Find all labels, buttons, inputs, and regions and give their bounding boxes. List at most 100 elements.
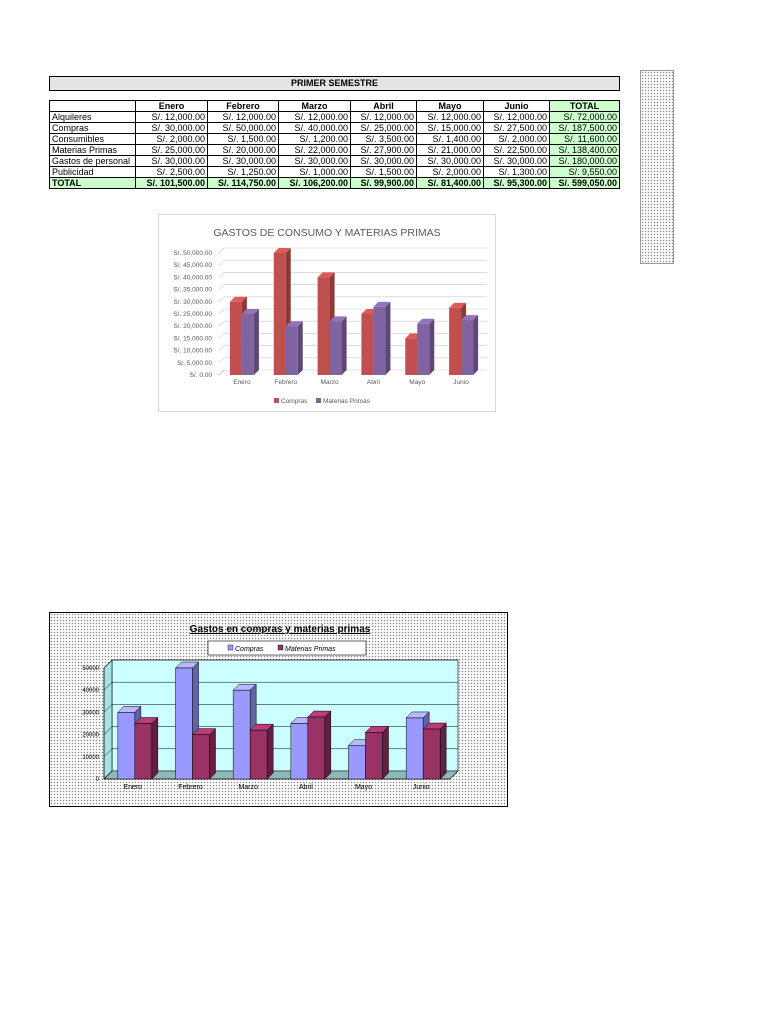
header-cell-total[interactable]: TOTAL bbox=[549, 100, 620, 112]
bar-top bbox=[285, 321, 303, 327]
value-cell[interactable]: S/. 40,000.00 bbox=[278, 122, 351, 134]
value-cell[interactable]: S/. 1,500.00 bbox=[350, 166, 417, 178]
bar bbox=[365, 732, 383, 780]
row-total-cell[interactable]: S/. 187,500.00 bbox=[549, 122, 620, 134]
value-cell[interactable]: S/. 22,000.00 bbox=[278, 144, 351, 156]
value-cell[interactable]: S/. 30,000.00 bbox=[135, 155, 208, 167]
value-cell[interactable]: S/. 22,500.00 bbox=[483, 144, 550, 156]
value-cell[interactable]: S/. 1,250.00 bbox=[207, 166, 279, 178]
value-cell[interactable]: S/. 1,000.00 bbox=[278, 166, 351, 178]
gridline-depth bbox=[218, 247, 225, 254]
row-label[interactable]: Materias Primas bbox=[49, 144, 136, 156]
header-cell[interactable] bbox=[49, 100, 136, 112]
bar-side bbox=[266, 723, 274, 780]
value-cell[interactable]: S/. 25,000.00 bbox=[350, 122, 417, 134]
row-label[interactable]: Compras bbox=[49, 122, 136, 134]
row-label[interactable]: TOTAL bbox=[49, 177, 136, 189]
table-row: Publicidad S/. 2,500.00 S/. 1,250.00 S/. 1,… bbox=[49, 166, 620, 178]
bar-top bbox=[449, 302, 467, 308]
bar bbox=[192, 734, 210, 780]
header-cell[interactable]: Abril bbox=[350, 100, 417, 112]
value-cell[interactable]: S/. 27,500.00 bbox=[483, 122, 550, 134]
value-cell[interactable]: S/. 2,000.00 bbox=[135, 133, 208, 145]
bar bbox=[307, 716, 326, 780]
table-row: Gastos de personal S/. 30,000.00 S/. 30,00… bbox=[49, 155, 620, 167]
bar bbox=[249, 729, 268, 780]
row-total-cell[interactable]: S/. 11,600.00 bbox=[549, 133, 620, 145]
header-cell[interactable]: Mayo bbox=[416, 100, 484, 112]
value-cell[interactable]: S/. 1,300.00 bbox=[483, 166, 550, 178]
y-tick-label: S/. 40,000.00 bbox=[173, 274, 212, 281]
value-cell[interactable]: S/. 30,000.00 bbox=[416, 155, 484, 167]
bar bbox=[232, 689, 251, 780]
bar bbox=[461, 320, 474, 375]
value-cell[interactable]: S/. 114,750.00 bbox=[207, 177, 279, 189]
row-total-cell[interactable]: S/. 180,000.00 bbox=[549, 155, 620, 167]
row-total-cell[interactable]: S/. 138,400.00 bbox=[549, 144, 620, 156]
value-cell[interactable]: S/. 95,300.00 bbox=[483, 177, 550, 189]
value-cell[interactable]: S/. 25,000.00 bbox=[135, 144, 208, 156]
value-cell[interactable]: S/. 15,000.00 bbox=[416, 122, 484, 134]
value-cell[interactable]: S/. 50,000.00 bbox=[207, 122, 279, 134]
value-cell[interactable]: S/. 2,000.00 bbox=[416, 166, 484, 178]
row-label[interactable]: Alquileres bbox=[49, 111, 136, 123]
value-cell[interactable]: S/. 106,200.00 bbox=[278, 177, 351, 189]
chart-compras[interactable]: Gastos en compras y materias primas Compr… bbox=[49, 612, 508, 807]
legend-label: Materias Primas bbox=[285, 646, 336, 653]
value-cell[interactable]: S/. 30,000.00 bbox=[483, 155, 550, 167]
value-cell[interactable]: S/. 27,900.00 bbox=[350, 144, 417, 156]
row-total-cell[interactable]: S/. 9,550.00 bbox=[549, 166, 620, 178]
bar bbox=[134, 723, 153, 780]
value-cell[interactable]: S/. 21,000.00 bbox=[416, 144, 484, 156]
value-cell[interactable]: S/. 30,000.00 bbox=[207, 155, 279, 167]
value-cell[interactable]: S/. 30,000.00 bbox=[135, 122, 208, 134]
header-cell[interactable]: Febrero bbox=[207, 100, 279, 112]
value-cell[interactable]: S/. 12,000.00 bbox=[207, 111, 279, 123]
value-cell[interactable]: S/. 1,400.00 bbox=[416, 133, 484, 145]
header-cell[interactable]: Junio bbox=[483, 100, 550, 112]
value-cell[interactable]: S/. 12,000.00 bbox=[350, 111, 417, 123]
value-cell[interactable]: S/. 1,200.00 bbox=[278, 133, 351, 145]
value-cell[interactable]: S/. 12,000.00 bbox=[135, 111, 208, 123]
gridline-depth bbox=[103, 726, 113, 735]
row-label[interactable]: Gastos de personal bbox=[49, 155, 136, 167]
value-cell[interactable]: S/. 99,900.00 bbox=[350, 177, 417, 189]
value-cell[interactable]: S/. 30,000.00 bbox=[278, 155, 351, 167]
value-cell[interactable]: S/. 2,500.00 bbox=[135, 166, 208, 178]
gridline-depth bbox=[218, 259, 225, 266]
chart-title: GASTOS DE CONSUMO Y MATERIAS PRIMAS bbox=[213, 227, 440, 239]
gridline-depth bbox=[218, 296, 225, 303]
value-cell[interactable]: S/. 12,000.00 bbox=[416, 111, 484, 123]
row-total-cell[interactable]: S/. 72,000.00 bbox=[549, 111, 620, 123]
x-tick-label: Junio bbox=[453, 379, 469, 386]
value-cell[interactable]: S/. 81,400.00 bbox=[416, 177, 484, 189]
table-row: Consumibles S/. 2,000.00 S/. 1,500.00 S/. 1… bbox=[49, 133, 620, 145]
value-cell[interactable]: S/. 12,000.00 bbox=[483, 111, 550, 123]
bar bbox=[348, 745, 366, 780]
y-tick-label: S/. 10,000.00 bbox=[173, 348, 212, 355]
y-tick-label: S/. 20,000.00 bbox=[173, 323, 212, 330]
value-cell[interactable]: S/. 101,500.00 bbox=[135, 177, 208, 189]
y-tick-label: 40000 bbox=[82, 688, 99, 694]
row-label[interactable]: Consumibles bbox=[49, 133, 136, 145]
header-cell[interactable]: Marzo bbox=[278, 100, 351, 112]
y-tick-label: S/. 25,000.00 bbox=[173, 311, 212, 318]
value-cell[interactable]: S/. 3,500.00 bbox=[350, 133, 417, 145]
bar-side bbox=[385, 301, 391, 375]
chart-consumo[interactable]: GASTOS DE CONSUMO Y MATERIAS PRIMAS S/. 0… bbox=[158, 214, 496, 412]
chart-consumo-svg: GASTOS DE CONSUMO Y MATERIAS PRIMAS S/. 0… bbox=[173, 227, 487, 405]
x-tick-label: Febrero bbox=[178, 784, 203, 791]
bar bbox=[317, 277, 330, 375]
value-cell[interactable]: S/. 2,000.00 bbox=[483, 133, 550, 145]
value-cell[interactable]: S/. 1,500.00 bbox=[207, 133, 279, 145]
row-label[interactable]: Publicidad bbox=[49, 166, 136, 178]
row-total-cell[interactable]: S/. 599,050.00 bbox=[549, 177, 620, 189]
bar-side bbox=[297, 321, 303, 375]
x-tick-label: Junio bbox=[413, 784, 430, 791]
value-cell[interactable]: S/. 30,000.00 bbox=[350, 155, 417, 167]
value-cell[interactable]: S/. 20,000.00 bbox=[207, 144, 279, 156]
semester-title: PRIMER SEMESTRE bbox=[49, 76, 620, 91]
header-cell[interactable]: Enero bbox=[135, 100, 208, 112]
legend-swatch bbox=[277, 644, 284, 651]
value-cell[interactable]: S/. 12,000.00 bbox=[278, 111, 351, 123]
